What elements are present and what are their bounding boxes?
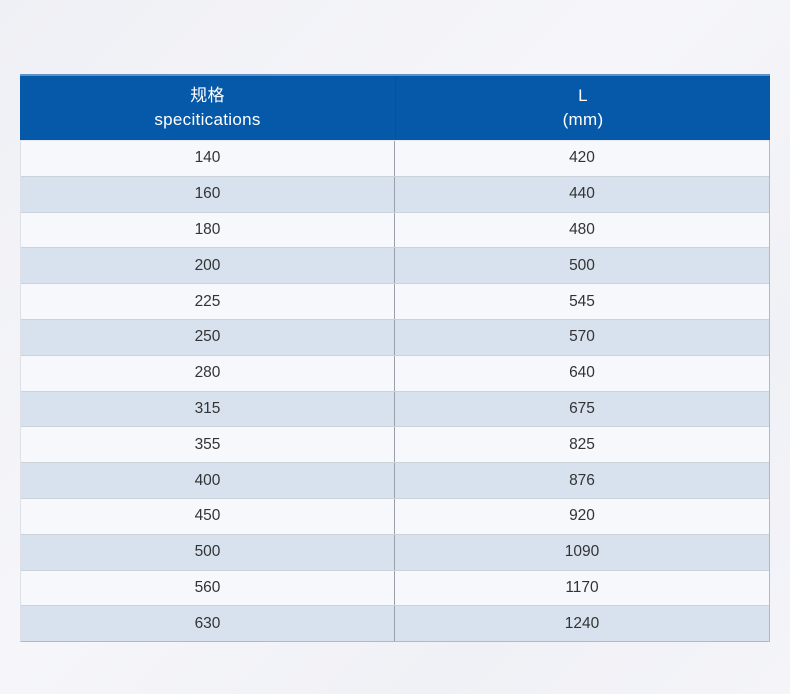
length-cell: 675 (569, 399, 595, 417)
table-header-row: 规格 specitications L (mm) (20, 74, 770, 140)
table-row: 225 545 (21, 283, 769, 319)
table-row: 180 480 (21, 211, 769, 248)
header-spec-english: specitications (154, 110, 261, 129)
spec-cell: 225 (21, 284, 395, 319)
spec-cell: 180 (21, 212, 395, 248)
length-cell: 480 (569, 220, 595, 238)
spec-cell: 500 (21, 534, 395, 570)
length-cell: 825 (569, 435, 595, 453)
table-row: 450 920 (21, 497, 769, 534)
table-row: 140 420 (21, 140, 769, 176)
spec-cell: 355 (21, 427, 395, 463)
table-row: 200 500 (21, 247, 769, 284)
length-cell: 545 (569, 292, 595, 310)
table-row: 250 570 (21, 318, 769, 355)
length-cell: 1170 (565, 578, 599, 596)
table-row: 315 675 (21, 390, 769, 427)
table-row: 630 1240 (21, 605, 769, 642)
spec-cell: 140 (21, 141, 395, 176)
length-cell: 570 (569, 328, 595, 346)
table-row: 355 825 (21, 426, 769, 463)
spec-cell: 280 (21, 355, 395, 391)
table-row: 280 640 (21, 354, 769, 391)
header-spec-chinese: 规格 (190, 86, 225, 105)
table-body: 140 420 160 440 180 480 200 500 225 545 250 570 280 6… (20, 140, 770, 643)
table-row: 560 1170 (21, 569, 769, 606)
header-length-unit: (mm) (562, 110, 604, 129)
header-cell-specifications: 规格 specitications (20, 76, 395, 140)
specifications-table: 规格 specitications L (mm) 140 420 160 440 180… (20, 74, 770, 643)
spec-cell: 450 (21, 498, 395, 534)
header-length-symbol: L (578, 86, 588, 105)
length-cell: 440 (569, 185, 595, 203)
length-cell: 420 (569, 149, 595, 167)
spec-cell: 630 (21, 606, 395, 642)
table-row: 500 1090 (21, 533, 769, 570)
length-cell: 640 (569, 364, 595, 382)
spec-cell: 560 (21, 570, 395, 606)
length-cell: 876 (569, 471, 595, 489)
length-cell: 1240 (564, 614, 600, 632)
spec-cell: 160 (21, 176, 395, 212)
header-cell-length: L (mm) (395, 76, 770, 140)
table-row: 400 876 (21, 462, 769, 498)
spec-cell: 250 (21, 319, 395, 355)
spec-cell: 200 (21, 248, 395, 284)
table-row: 160 440 (21, 175, 769, 212)
spec-cell: 315 (21, 391, 395, 427)
spec-cell: 400 (21, 463, 395, 498)
length-cell: 500 (569, 256, 595, 274)
length-cell: 1090 (564, 543, 600, 561)
length-cell: 920 (569, 507, 595, 525)
